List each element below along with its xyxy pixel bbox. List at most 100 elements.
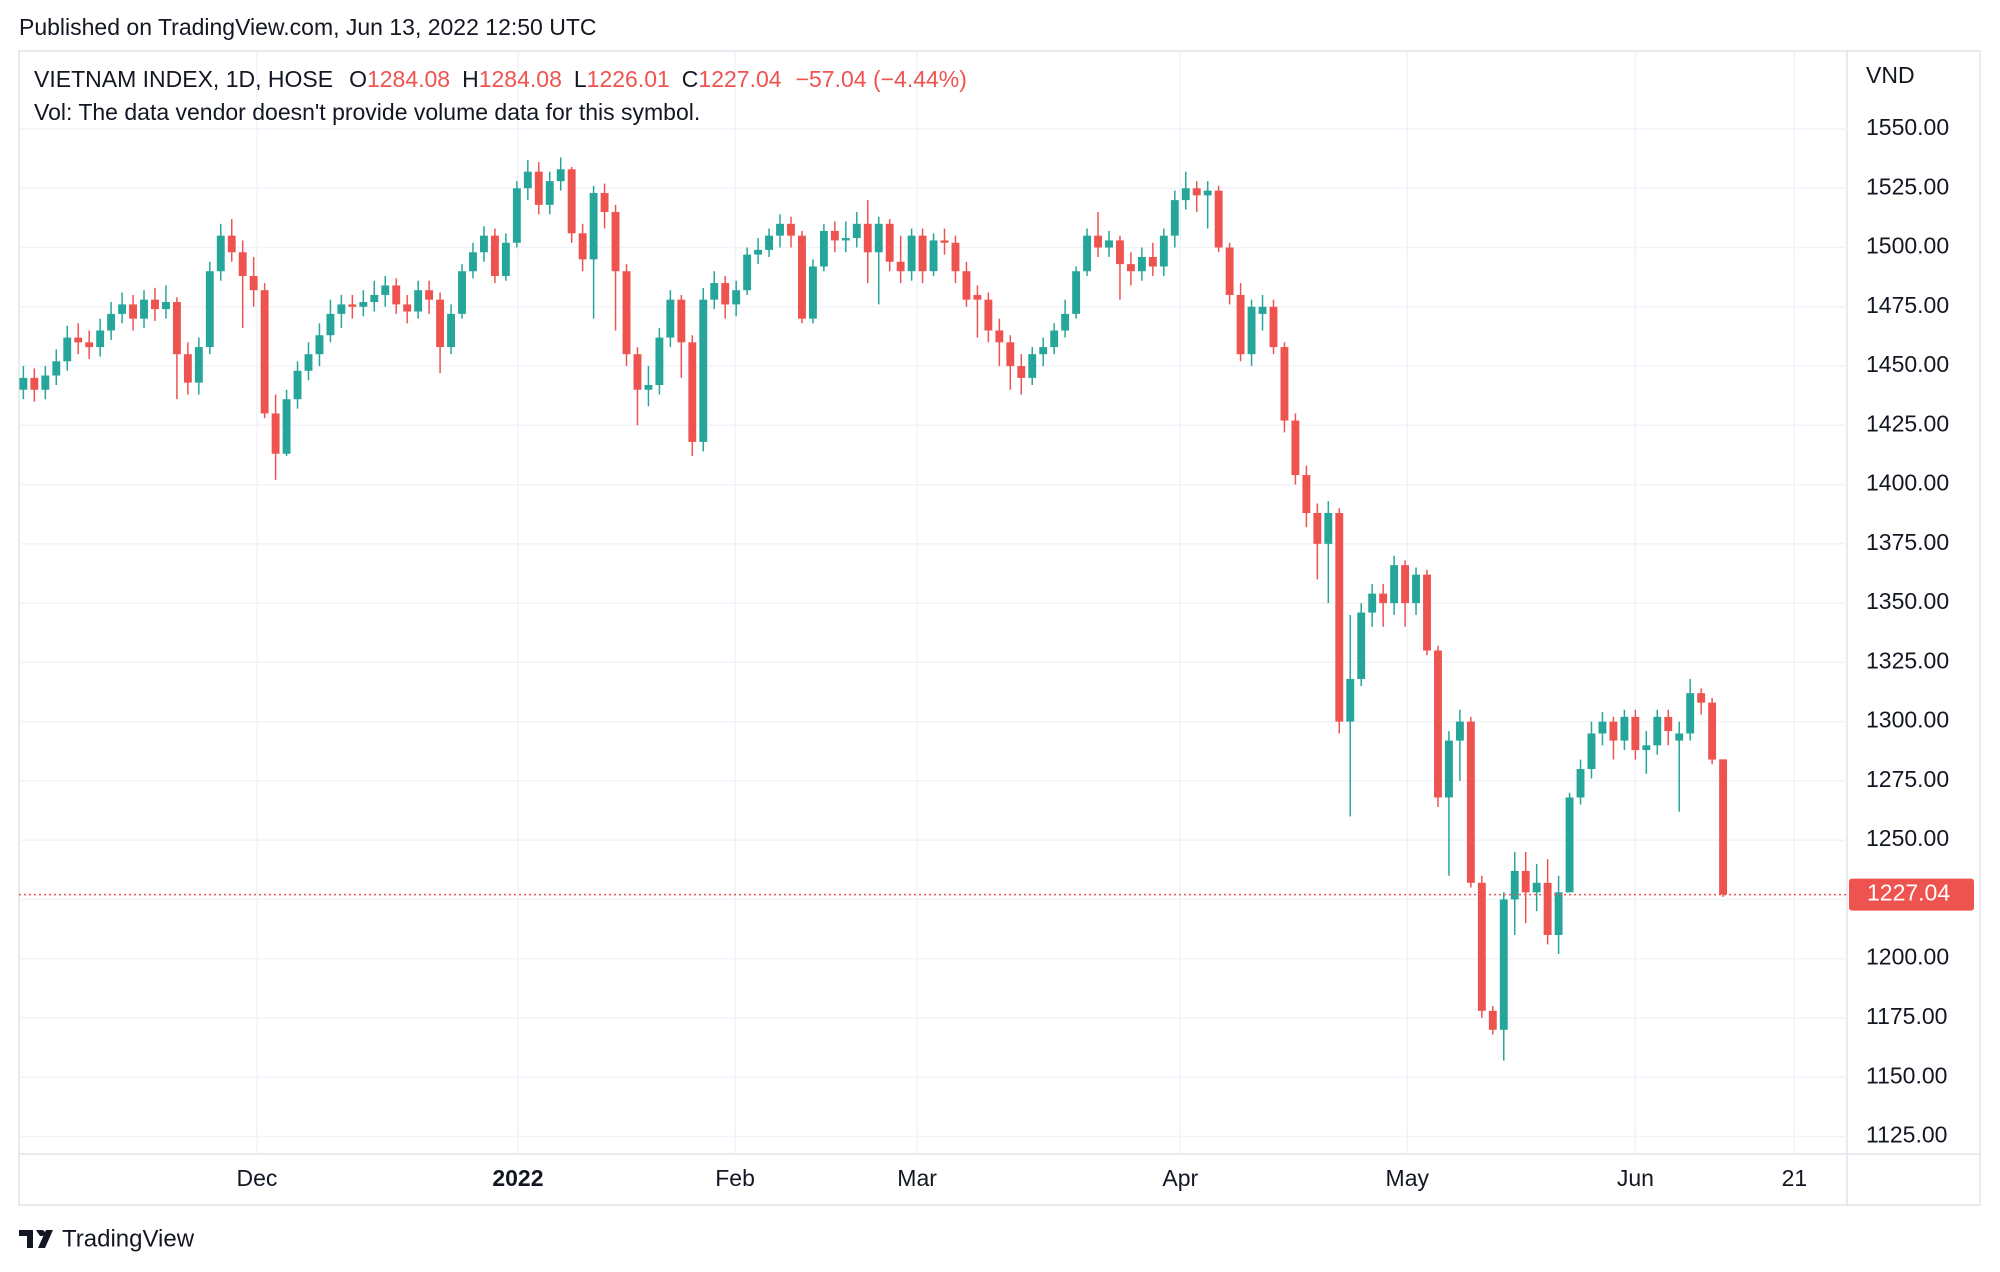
y-tick-label: 1525.00 [1866,173,1949,199]
candle-body [940,240,949,243]
candle-body [501,242,510,276]
currency-label: VND [1866,62,1915,88]
candle-body [556,169,565,182]
candle-body [1390,565,1399,604]
candle-body [1236,294,1245,355]
y-tick-label: 1175.00 [1866,1003,1947,1029]
candle-body [1642,745,1651,751]
candle-body [1061,313,1070,331]
candle-body [85,342,94,348]
x-tick-label: 21 [1782,1165,1808,1191]
candle-body [1631,716,1640,751]
candle-body [30,377,39,390]
candle-body [1313,513,1322,544]
candle-body [743,254,752,291]
candle-body [688,342,697,442]
candle-body [359,302,368,307]
candle-body [425,290,434,300]
candle-body [447,313,456,348]
candle-body [1105,240,1113,248]
ohlc-key: L [574,66,587,92]
candle-body [1510,870,1519,900]
candle-body [721,283,730,305]
candle-body [962,271,971,300]
candle-body [655,337,664,386]
candle-body [819,230,828,267]
candle-body [1554,892,1563,935]
candle-body [874,223,883,253]
candle-body [567,169,576,234]
candle-body [589,192,598,260]
candle-body [808,266,817,319]
candle-body [1006,342,1015,367]
candle-body [326,313,335,336]
candle-body [1017,366,1026,378]
y-tick-label: 1500.00 [1866,233,1949,259]
candle-body [304,354,313,371]
candle-body [710,283,719,300]
brand-icon [19,1230,53,1248]
candle-body [534,171,543,205]
y-tick-label: 1125.00 [1866,1122,1947,1148]
candle-body [1203,190,1212,196]
x-tick-label: Apr [1162,1165,1198,1191]
candle-body [74,337,83,343]
candle-body [1258,306,1267,314]
candle-body [1039,347,1048,355]
candle-body [392,285,401,305]
legend: VIETNAM INDEX, 1D, HOSE O1284.08 H1284.08 L… [34,66,967,92]
candle-body [1214,190,1223,248]
candle-body [260,290,269,414]
candle-body [52,361,61,376]
candle-body [885,223,894,262]
candle-body [1192,188,1201,196]
candle-body [1466,721,1475,883]
y-tick-label: 1475.00 [1866,292,1949,318]
candle-body [63,337,72,362]
candle-body [19,377,28,390]
candle-body [348,304,357,307]
candle-body [1434,650,1442,798]
candle-body [1499,899,1508,1030]
candles [19,157,1728,1061]
candle-body [1609,721,1618,741]
candle-body [1083,235,1092,272]
candle-body [1126,264,1135,272]
y-tick-label: 1550.00 [1866,114,1949,140]
candle-body [227,235,236,253]
ohlc-value: 1227.04 [698,66,781,92]
candle-body [1532,882,1541,893]
last-price-label: 1227.04 [1867,880,1950,906]
candle-body [1225,247,1234,295]
ohlc-value: 1226.01 [587,66,670,92]
candle-body [1477,882,1486,1011]
candle-body [370,294,379,303]
candle-body [140,299,148,319]
y-tick-label: 1325.00 [1866,647,1949,673]
candle-body [863,223,872,253]
ohlc-value: 1284.08 [479,66,562,92]
candle-body [677,299,686,343]
candle-body [611,211,620,272]
candle-body [1620,716,1629,741]
brand-name: TradingView [62,1225,195,1252]
candle-body [918,235,927,272]
last-price-box [1849,878,1974,911]
candle-body [523,171,532,189]
x-tick-label: 2022 [492,1165,543,1191]
candle-body [1159,235,1168,267]
candle-body [107,313,116,331]
candle-body [1291,420,1300,476]
candle-body [183,354,192,383]
candle-body [1357,612,1366,679]
candle-body [337,304,346,314]
candle-body [41,375,50,390]
candle-body [1708,702,1717,760]
candle-body [172,302,181,355]
candle-body [1050,330,1059,348]
candle-body [1412,574,1420,604]
candle-body [1368,593,1377,613]
candle-body [1335,513,1344,722]
symbol-name: VIETNAM INDEX, 1D, HOSE [34,66,333,92]
